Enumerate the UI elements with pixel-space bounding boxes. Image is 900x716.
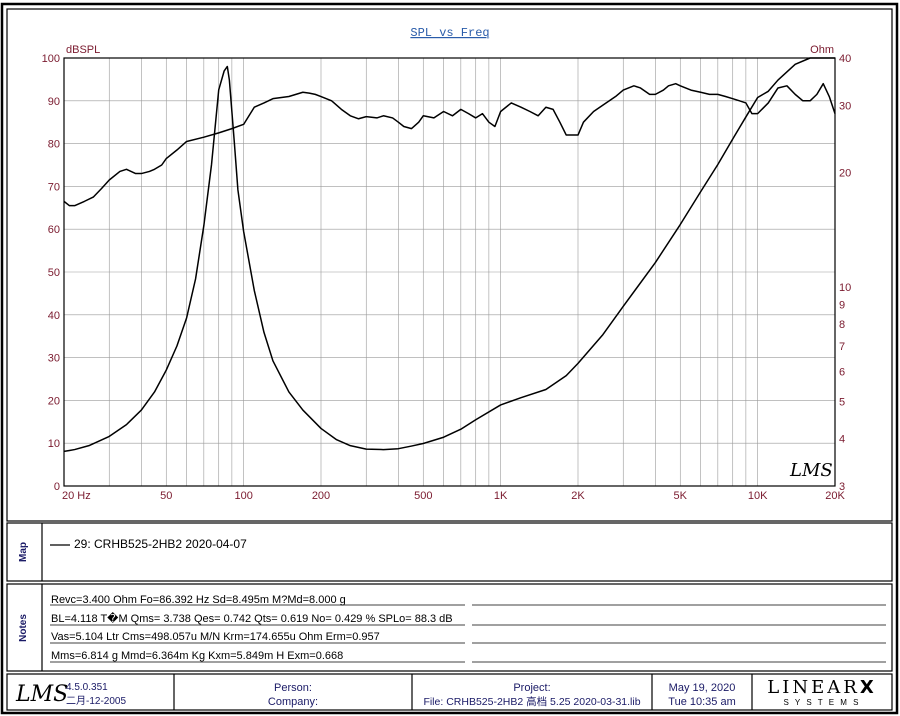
spl-curve bbox=[63, 82, 836, 207]
map-legend-entry: 29: CRHB525-2HB2 2020-04-07 bbox=[74, 537, 247, 551]
left-tick-label: 10 bbox=[48, 438, 60, 450]
footer-brand: LINEARX bbox=[754, 678, 890, 698]
footer-brand-x: X bbox=[859, 677, 877, 698]
notes-section-label: Notes bbox=[18, 614, 29, 642]
right-tick-label: 8 bbox=[839, 319, 845, 331]
right-tick-label: 30 bbox=[839, 101, 851, 113]
right-tick-label: 9 bbox=[839, 299, 845, 311]
left-tick-label: 100 bbox=[42, 53, 60, 65]
right-tick-label: 5 bbox=[839, 397, 845, 409]
chart-panel-frame bbox=[6, 8, 893, 522]
plot-area-border bbox=[63, 57, 836, 487]
left-tick-label: 0 bbox=[54, 481, 60, 493]
grid-layer bbox=[64, 58, 835, 486]
right-tick-label: 3 bbox=[839, 481, 845, 493]
left-tick-label: 90 bbox=[48, 96, 60, 108]
footer-person-cell: Person: Company: bbox=[176, 681, 410, 709]
lms-watermark-logo: LMS bbox=[789, 460, 833, 481]
footer-time: Tue 10:35 am bbox=[668, 696, 736, 708]
footer-project-cell: Project: File: CRHB525-2HB2 高档 5.25 2020… bbox=[414, 681, 650, 709]
right-tick-label: 10 bbox=[839, 282, 851, 294]
footer-company-label: Company: bbox=[267, 696, 319, 708]
x-tick-label: 50 bbox=[160, 490, 172, 502]
map-section-label: Map bbox=[18, 542, 29, 562]
footer-file-name: File: CRHB525-2HB2 高档 5.25 2020-03-31.li… bbox=[423, 696, 641, 708]
footer-brand-name: LINEAR bbox=[767, 677, 860, 698]
impedance-curve bbox=[63, 57, 835, 453]
notes-panel-frame bbox=[6, 583, 893, 672]
notes-line-1: Revc=3.400 Ohm Fo=86.392 Hz Sd=8.495m M?… bbox=[51, 594, 346, 606]
notes-rules bbox=[50, 604, 886, 663]
curve-layer bbox=[63, 57, 836, 453]
footer-build-date: 二月-12-2005 bbox=[66, 696, 127, 707]
right-tick-label: 4 bbox=[839, 433, 845, 445]
x-tick-label: 10K bbox=[748, 490, 768, 502]
right-tick-label: 6 bbox=[839, 366, 845, 378]
left-tick-label: 50 bbox=[48, 267, 60, 279]
x-tick-label: 200 bbox=[312, 490, 330, 502]
chart-title: SPL vs Freq bbox=[410, 26, 489, 40]
footer-version-cell: 4.5.0.351 二月-12-2005 bbox=[66, 681, 166, 709]
footer-brand-cell: LINEARX S Y S T E M S bbox=[754, 678, 890, 708]
x-tick-label: 2K bbox=[571, 490, 585, 502]
x-tick-label: 20K bbox=[825, 490, 845, 502]
footer-date-cell: May 19, 2020 Tue 10:35 am bbox=[654, 681, 750, 709]
notes-line-2: BL=4.118 T�M Qms= 3.738 Qes= 0.742 Qts= … bbox=[51, 613, 453, 625]
x-tick-label: 100 bbox=[234, 490, 252, 502]
right-tick-label: 20 bbox=[839, 168, 851, 180]
map-panel-frame bbox=[6, 522, 893, 582]
footer-version: 4.5.0.351 bbox=[66, 682, 108, 693]
footer-person-label: Person: bbox=[274, 682, 312, 694]
left-axis-label: dBSPL bbox=[66, 44, 100, 56]
left-tick-label: 70 bbox=[48, 181, 60, 193]
footer-lms-logo: LMS bbox=[15, 682, 68, 707]
x-tick-label: 1K bbox=[494, 490, 508, 502]
left-tick-label: 60 bbox=[48, 224, 60, 236]
right-tick-label: 7 bbox=[839, 341, 845, 353]
right-axis-label: Ohm bbox=[810, 44, 834, 56]
notes-line-3: Vas=5.104 Ltr Cms=498.057u M/N Krm=174.6… bbox=[51, 631, 380, 643]
footer-frame bbox=[6, 673, 893, 711]
footer-project-label: Project: bbox=[513, 682, 551, 694]
x-tick-label: 5K bbox=[674, 490, 688, 502]
left-tick-label: 40 bbox=[48, 310, 60, 322]
left-tick-label: 80 bbox=[48, 139, 60, 151]
left-tick-label: 20 bbox=[48, 395, 60, 407]
x-tick-label: 20 Hz bbox=[62, 490, 91, 502]
tick-label-layer: 20 Hz 50 100 200 500 1K 2K 5K 10K 20K 0 10 20 30 40 50 6… bbox=[42, 53, 852, 502]
left-tick-label: 30 bbox=[48, 353, 60, 365]
right-tick-label: 40 bbox=[839, 53, 851, 65]
footer-date: May 19, 2020 bbox=[668, 682, 736, 694]
notes-line-4: Mms=6.814 g Mmd=6.364m Kg Kxm=5.849m H E… bbox=[51, 650, 344, 662]
footer-brand-sub: S Y S T E M S bbox=[783, 698, 861, 707]
x-tick-label: 500 bbox=[414, 490, 432, 502]
